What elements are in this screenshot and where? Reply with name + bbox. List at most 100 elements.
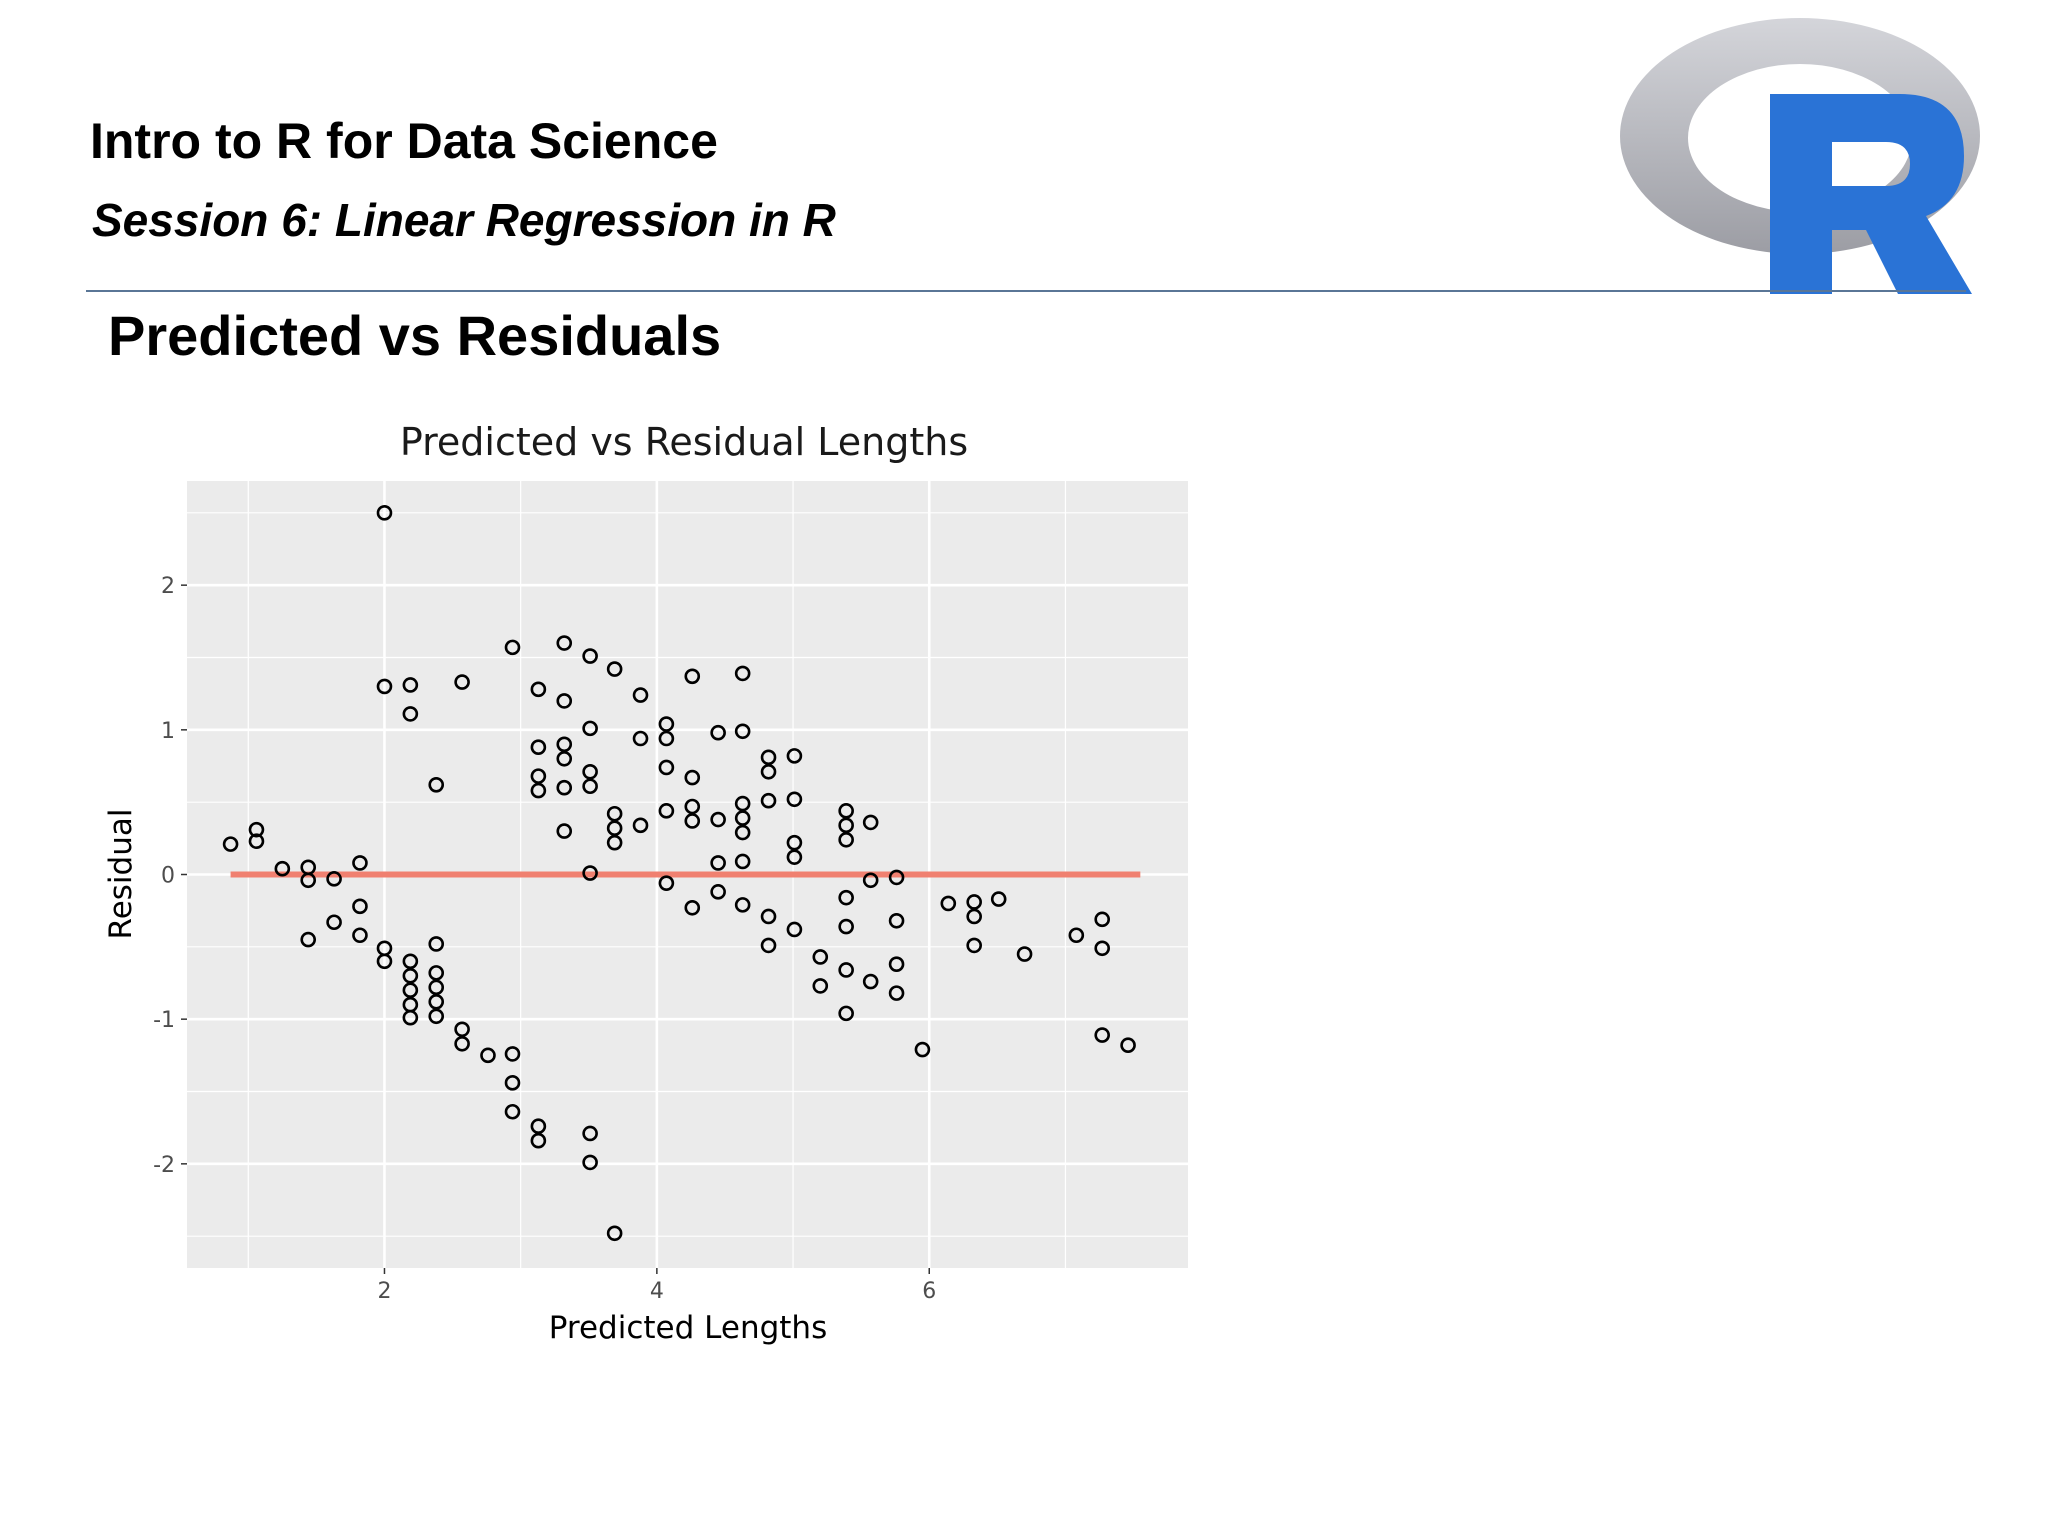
data-point <box>582 1125 598 1142</box>
data-point <box>606 820 623 837</box>
data-point <box>658 730 675 747</box>
data-point <box>402 953 419 970</box>
data-point <box>734 665 751 682</box>
data-point <box>862 814 879 831</box>
data-point <box>428 965 445 981</box>
data-point <box>504 1075 521 1091</box>
data-point <box>1120 1037 1136 1054</box>
data-point <box>1016 946 1033 962</box>
axis-ticks: 2 4 6 -2 -1 0 1 2 <box>153 574 936 1304</box>
data-point <box>504 639 521 656</box>
data-point <box>684 813 701 829</box>
data-point <box>530 1118 547 1135</box>
data-point <box>786 791 803 808</box>
data-point <box>1094 911 1110 928</box>
data-point <box>734 810 751 826</box>
data-point <box>632 730 649 747</box>
y-tick-label: 2 <box>161 574 175 599</box>
data-point <box>504 1103 521 1120</box>
data-point <box>454 1035 470 1052</box>
data-point <box>684 769 701 786</box>
data-point <box>786 921 803 938</box>
data-point <box>786 748 803 764</box>
data-point <box>1068 927 1085 944</box>
data-point <box>582 720 598 737</box>
data-point <box>990 891 1007 907</box>
data-point <box>606 1225 623 1242</box>
data-point <box>556 779 573 796</box>
data-point <box>402 706 419 722</box>
x-tick-label: 4 <box>650 1279 664 1304</box>
data-point <box>530 782 547 799</box>
data-point <box>428 777 445 793</box>
data-point <box>734 824 751 841</box>
data-point <box>760 792 777 809</box>
data-point <box>352 898 368 915</box>
data-point <box>402 967 419 984</box>
data-point <box>582 1154 598 1171</box>
scatter-points <box>222 505 1136 1242</box>
data-point <box>582 763 598 780</box>
y-tick-label: -1 <box>153 1008 175 1033</box>
data-point <box>428 994 445 1010</box>
data-point <box>684 668 701 685</box>
data-point <box>734 795 751 812</box>
x-tick-label: 2 <box>377 1279 391 1304</box>
data-point <box>352 927 368 944</box>
data-point <box>1094 1027 1110 1043</box>
data-point <box>530 1132 547 1149</box>
data-point <box>300 931 317 948</box>
y-axis-label: Residual <box>103 809 139 940</box>
data-point <box>428 1008 445 1025</box>
data-point <box>556 693 573 709</box>
y-tick-label: -2 <box>153 1153 175 1178</box>
data-point <box>786 834 803 851</box>
data-point <box>966 908 982 925</box>
course-title: Intro to R for Data Science <box>90 113 718 169</box>
data-point <box>530 768 547 784</box>
data-point <box>914 1041 931 1058</box>
data-point <box>838 918 854 935</box>
data-point <box>606 805 623 822</box>
data-point <box>632 817 649 834</box>
session-title: Session 6: Linear Regression in R <box>92 194 836 246</box>
data-point <box>454 674 470 690</box>
data-point <box>888 912 905 929</box>
data-point <box>734 853 751 870</box>
data-point <box>838 817 854 834</box>
data-point <box>966 894 982 910</box>
data-point <box>606 834 623 851</box>
data-point <box>684 899 701 916</box>
r-logo-letter <box>1770 94 1972 294</box>
data-point <box>760 937 777 954</box>
x-axis-label: Predicted Lengths <box>549 1310 827 1346</box>
data-point <box>402 1009 419 1026</box>
data-point <box>760 763 777 780</box>
data-point <box>658 759 675 776</box>
data-point <box>376 953 393 970</box>
data-point <box>556 635 573 651</box>
r-logo-icon <box>1620 18 1980 294</box>
data-point <box>480 1047 496 1064</box>
data-point <box>632 687 649 703</box>
data-point <box>658 875 675 891</box>
data-point <box>710 724 726 741</box>
data-point <box>734 723 751 740</box>
data-point <box>710 811 726 828</box>
data-point <box>888 956 905 972</box>
data-point <box>940 895 957 912</box>
y-tick-label: 1 <box>161 719 175 744</box>
data-point <box>684 798 701 815</box>
data-point <box>428 936 445 952</box>
data-point <box>606 661 623 677</box>
data-point <box>402 677 419 693</box>
data-point <box>1094 940 1110 957</box>
data-point <box>658 716 675 732</box>
header-divider <box>86 290 1966 292</box>
data-point <box>376 678 393 695</box>
data-point <box>376 505 393 521</box>
data-point <box>326 914 342 931</box>
data-point <box>222 836 239 852</box>
data-point <box>274 860 291 877</box>
